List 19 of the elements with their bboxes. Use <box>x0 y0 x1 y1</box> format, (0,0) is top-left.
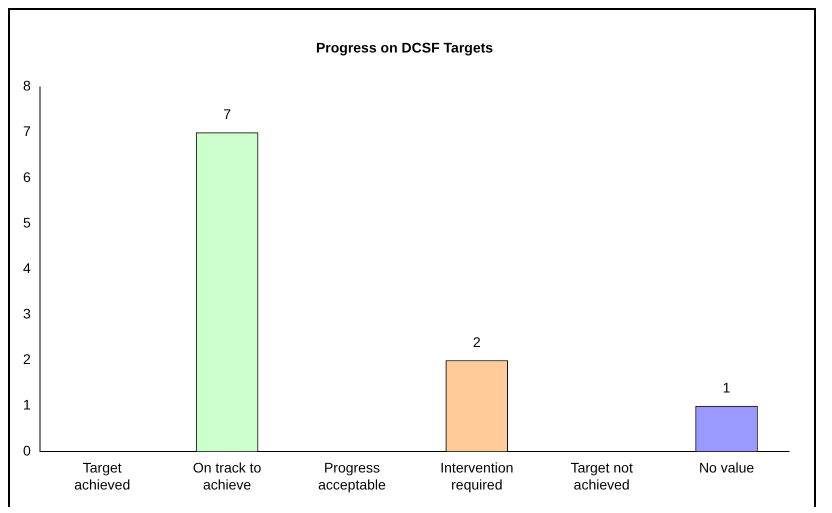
y-tick-label: 1 <box>22 396 31 413</box>
x-tick-label: Progress acceptable <box>318 460 386 492</box>
y-tick-label: 7 <box>22 123 31 140</box>
x-tick-label: Target not achieved <box>570 460 633 492</box>
y-tick-label: 6 <box>22 168 31 185</box>
y-tick-label: 4 <box>22 260 31 276</box>
data-label: 1 <box>722 380 731 396</box>
y-tick-label: 5 <box>22 214 31 230</box>
x-tick-label: No value <box>698 460 754 476</box>
y-tick-label: 2 <box>22 351 31 368</box>
y-tick-label: 0 <box>22 442 31 458</box>
x-tick-label: On track to achieve <box>192 460 262 492</box>
x-tick-label: Intervention required <box>440 460 514 492</box>
y-tick-label: 8 <box>22 78 31 94</box>
x-tick-label: Target achieved <box>74 460 130 492</box>
chart-title: Progress on DCSF Targets <box>316 39 494 56</box>
data-label: 7 <box>223 106 232 122</box>
y-tick-label: 3 <box>22 306 31 322</box>
data-label: 2 <box>472 334 481 350</box>
